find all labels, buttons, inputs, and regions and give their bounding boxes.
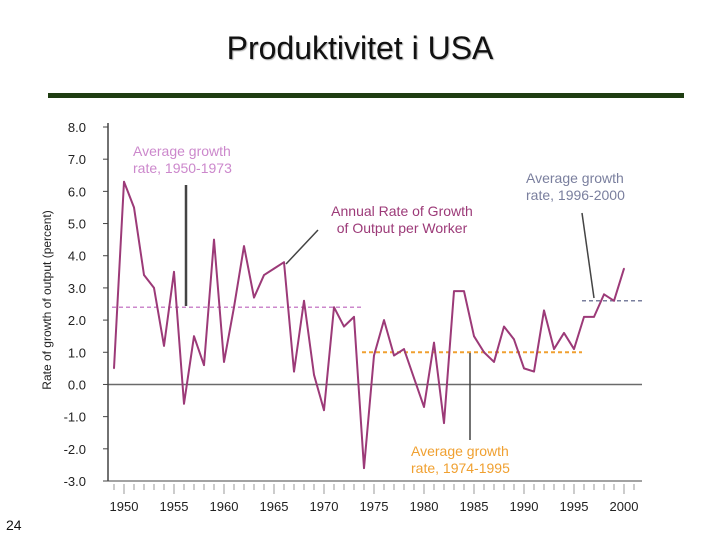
x-tick-label: 1955 bbox=[160, 499, 189, 514]
y-tick-label: 5.0 bbox=[68, 217, 86, 232]
annotation-text: Annual Rate of Growth bbox=[331, 203, 473, 219]
y-tick-label: 8.0 bbox=[68, 120, 86, 135]
y-tick-label: -1.0 bbox=[64, 410, 86, 425]
data-point bbox=[143, 274, 145, 276]
data-point bbox=[463, 290, 465, 292]
data-point bbox=[153, 287, 155, 289]
data-point bbox=[483, 351, 485, 354]
x-tick-label: 1995 bbox=[560, 499, 589, 514]
y-tick-label: 7.0 bbox=[68, 152, 86, 167]
annotation-text: Average growth bbox=[411, 443, 509, 459]
data-point bbox=[493, 361, 495, 363]
data-point bbox=[423, 406, 425, 408]
data-point bbox=[533, 370, 535, 373]
data-point bbox=[613, 299, 615, 302]
y-tick-label: -3.0 bbox=[64, 474, 86, 489]
page-number: 24 bbox=[6, 517, 22, 533]
x-tick-label: 1960 bbox=[210, 499, 239, 514]
data-point bbox=[293, 370, 295, 373]
x-tick-label: 2000 bbox=[610, 499, 639, 514]
data-point bbox=[363, 467, 365, 469]
data-point bbox=[333, 306, 335, 309]
y-tick-label: 2.0 bbox=[68, 313, 86, 328]
data-point bbox=[513, 338, 515, 341]
data-point bbox=[603, 293, 605, 296]
data-point bbox=[343, 325, 345, 328]
x-tick-label: 1985 bbox=[460, 499, 489, 514]
data-point bbox=[583, 316, 585, 318]
data-point bbox=[183, 402, 185, 405]
data-point bbox=[253, 296, 255, 299]
pointer-avg-1996-2000 bbox=[581, 212, 595, 299]
data-point bbox=[173, 271, 175, 273]
data-point bbox=[323, 409, 325, 412]
data-point bbox=[283, 261, 285, 263]
data-point bbox=[263, 274, 265, 276]
data-point bbox=[393, 354, 395, 357]
pointer-annual-rate bbox=[285, 229, 319, 265]
data-point bbox=[473, 335, 475, 337]
data-point bbox=[523, 367, 525, 370]
data-point bbox=[443, 422, 445, 424]
data-point bbox=[563, 332, 565, 334]
annotation-text: rate, 1996-2000 bbox=[526, 187, 625, 203]
data-point bbox=[303, 299, 305, 302]
x-tick-label: 1975 bbox=[360, 499, 389, 514]
slide-title: Produktivitet i USA bbox=[226, 30, 494, 66]
data-point bbox=[383, 319, 385, 321]
data-point bbox=[313, 374, 315, 376]
y-tick-label: 4.0 bbox=[68, 249, 86, 264]
data-point bbox=[543, 309, 545, 312]
data-point bbox=[573, 348, 575, 350]
y-tick-label: 0.0 bbox=[68, 377, 86, 392]
y-axis-label: Rate of growth of output (percent) bbox=[40, 210, 54, 389]
x-tick-label: 1965 bbox=[260, 499, 289, 514]
data-point bbox=[163, 345, 165, 347]
data-point bbox=[113, 367, 115, 370]
data-point bbox=[403, 348, 405, 350]
data-point bbox=[553, 348, 555, 350]
y-axis-ticks: 8.0 7.0 6.0 5.0 4.0 3.0 2.0 1.0 0.0 -1.0 -2.0 -3.0 bbox=[64, 120, 108, 489]
data-point bbox=[273, 267, 275, 270]
annotation-text: Average growth bbox=[133, 143, 231, 159]
y-tick-label: -2.0 bbox=[64, 442, 86, 457]
data-point bbox=[233, 306, 235, 309]
data-point bbox=[353, 316, 355, 318]
title-rule bbox=[48, 93, 684, 98]
annotation-text: of Output per Worker bbox=[337, 220, 468, 236]
data-point bbox=[373, 354, 375, 357]
x-tick-label: 1990 bbox=[510, 499, 539, 514]
data-point bbox=[123, 180, 125, 183]
data-point bbox=[193, 335, 195, 337]
series-points bbox=[113, 180, 625, 469]
y-tick-label: 1.0 bbox=[68, 345, 86, 360]
annotation-text: rate, 1974-1995 bbox=[411, 460, 510, 476]
y-tick-label: 3.0 bbox=[68, 281, 86, 296]
data-point bbox=[203, 364, 205, 366]
x-axis-ticks: 1950 1955 1960 1965 1970 1975 1980 1985 1990 1995… bbox=[110, 484, 639, 514]
series-line-output-per-worker bbox=[113, 180, 625, 470]
data-point bbox=[213, 238, 215, 241]
data-point bbox=[503, 325, 505, 328]
data-point bbox=[223, 361, 225, 363]
data-point bbox=[623, 267, 625, 270]
data-point bbox=[593, 316, 595, 318]
y-tick-label: 6.0 bbox=[68, 184, 86, 199]
data-point bbox=[453, 290, 455, 292]
annotation-text: Average growth bbox=[526, 170, 624, 186]
annotation-text: rate, 1950-1973 bbox=[133, 160, 232, 176]
x-tick-label: 1980 bbox=[410, 499, 439, 514]
data-point bbox=[133, 206, 135, 209]
x-tick-label: 1970 bbox=[310, 499, 339, 514]
data-point bbox=[413, 377, 415, 379]
data-point bbox=[243, 245, 245, 247]
x-tick-label: 1950 bbox=[110, 499, 139, 514]
annotation-pointers bbox=[184, 185, 595, 440]
data-point bbox=[433, 341, 435, 344]
